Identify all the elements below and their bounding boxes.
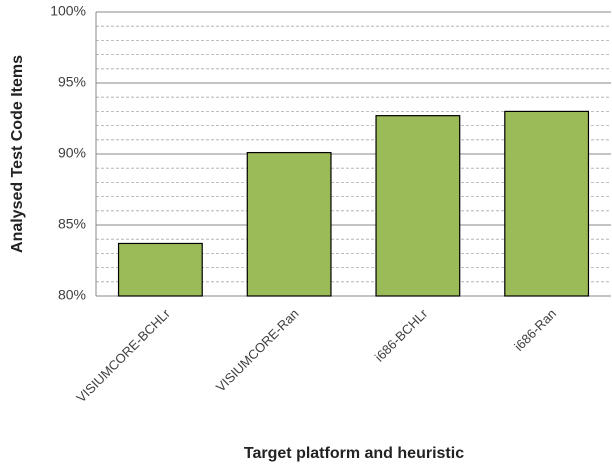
x-tick-label: VISIUMCORE-Ran xyxy=(213,306,302,395)
y-tick-label: 90% xyxy=(58,145,86,161)
x-tick-label: i686-BCHLr xyxy=(372,305,431,364)
y-tick-label: 80% xyxy=(58,287,86,303)
bar xyxy=(504,110,590,297)
y-axis-label: Analysed Test Code Items xyxy=(9,55,26,253)
x-axis-label: Target platform and heuristic xyxy=(244,445,464,462)
bar xyxy=(375,115,461,297)
y-tick-label: 95% xyxy=(58,74,86,90)
bar xyxy=(246,151,332,297)
x-tick-label: i686-Ran xyxy=(511,306,559,354)
y-tick-label: 85% xyxy=(58,216,86,232)
x-tick-label: VISIUMCORE-BCHLr xyxy=(73,305,173,405)
y-tick-label: 100% xyxy=(50,3,86,19)
bar xyxy=(117,242,203,297)
